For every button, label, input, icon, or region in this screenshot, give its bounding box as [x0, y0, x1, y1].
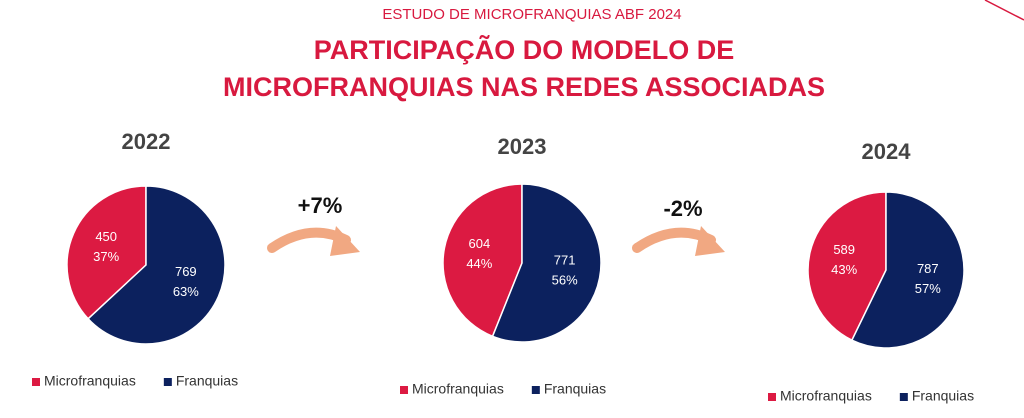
legend-label: Microfranquias — [412, 381, 504, 397]
value-label: 771 — [554, 253, 576, 268]
pie-slice — [87, 185, 226, 345]
arrow-head — [330, 226, 360, 256]
value-label: 450 — [95, 229, 117, 244]
legend-swatch — [163, 378, 172, 386]
pie-slice — [807, 191, 887, 342]
value-label: 589 — [833, 242, 855, 257]
legend-label: Microfranquias — [44, 373, 136, 389]
legend-swatch — [531, 386, 540, 394]
chart-title: 2024 — [862, 139, 912, 164]
pie-slice — [66, 185, 147, 320]
percent-label: 56% — [552, 273, 578, 288]
legend-swatch — [32, 378, 40, 386]
decor-line — [984, 0, 1024, 21]
change-label: +7% — [298, 193, 343, 218]
legend-label: Franquias — [912, 388, 974, 404]
value-label: 787 — [917, 261, 939, 276]
pie-slice — [850, 191, 965, 349]
title: MICROFRANQUIAS NAS REDES ASSOCIADAS — [223, 72, 825, 102]
percent-label: 57% — [915, 281, 941, 296]
percent-label: 43% — [831, 262, 857, 277]
change-label: -2% — [663, 196, 702, 221]
value-label: 604 — [468, 236, 490, 251]
chart-title: 2023 — [498, 134, 547, 159]
title: PARTICIPAÇÃO DO MODELO DE — [314, 34, 735, 65]
legend-swatch — [768, 393, 776, 401]
value-label: 769 — [175, 264, 197, 279]
subtitle: ESTUDO DE MICROFRANQUIAS ABF 2024 — [382, 6, 681, 23]
percent-label: 37% — [93, 249, 119, 264]
percent-label: 63% — [173, 284, 199, 299]
legend-swatch — [899, 393, 908, 401]
legend-label: Franquias — [544, 381, 606, 397]
percent-label: 44% — [466, 256, 492, 271]
arrow-head — [695, 226, 725, 256]
legend-label: Microfranquias — [780, 388, 872, 404]
legend-swatch — [400, 386, 408, 394]
legend-label: Franquias — [176, 373, 238, 389]
chart-title: 2022 — [122, 129, 171, 154]
pie-slice — [442, 183, 523, 338]
pie-slice — [491, 183, 602, 343]
